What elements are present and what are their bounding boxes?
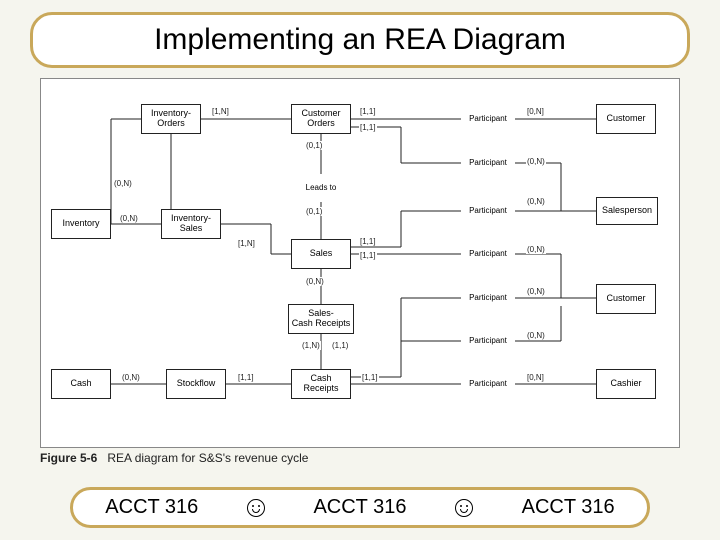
cardinality-label: [1,1]	[359, 107, 377, 116]
cardinality-label: [0,N]	[526, 373, 545, 382]
relationship-participant2: Participant	[461, 149, 515, 177]
title-bar: Implementing an REA Diagram	[30, 12, 690, 68]
entity-customer: Customer	[596, 104, 656, 134]
entity-inventory-sales: Inventory- Sales	[161, 209, 221, 239]
footer-text-1: ACCT 316	[105, 496, 198, 519]
entity-cash: Cash	[51, 369, 111, 399]
cardinality-label: (0,N)	[305, 277, 325, 286]
cardinality-label: [1,1]	[359, 123, 377, 132]
cardinality-label: (0,N)	[119, 214, 139, 223]
cardinality-label: (1,N)	[301, 341, 321, 350]
entity-sales: Sales	[291, 239, 351, 269]
edge-layer	[41, 79, 681, 449]
smiley-icon	[247, 499, 265, 517]
cardinality-label: [1,1]	[359, 251, 377, 260]
rea-diagram: Inventory- Orders Customer Orders Inventor…	[40, 78, 680, 448]
cardinality-label: [1,1]	[361, 373, 379, 382]
entity-sales-cash-receipts: Sales- Cash Receipts	[288, 304, 354, 334]
relationship-participant7: Participant	[461, 370, 515, 398]
cardinality-label: [1,1]	[359, 237, 377, 246]
cardinality-label: (0,1)	[305, 141, 323, 150]
cardinality-label: (0,N)	[113, 179, 133, 188]
cardinality-label: (0,N)	[526, 157, 546, 166]
page-title: Implementing an REA Diagram	[49, 23, 671, 57]
cardinality-label: (0,N)	[526, 197, 546, 206]
cardinality-label: (0,N)	[526, 287, 546, 296]
entity-inventory: Inventory	[51, 209, 111, 239]
cardinality-label: [1,N]	[237, 239, 256, 248]
cardinality-label: [1,N]	[211, 107, 230, 116]
relationship-participant3: Participant	[461, 197, 515, 225]
relationship-participant4: Participant	[461, 240, 515, 268]
smiley-icon	[455, 499, 473, 517]
entity-customer-orders: Customer Orders	[291, 104, 351, 134]
entity-salesperson: Salesperson	[596, 197, 658, 225]
cardinality-label: (0,N)	[526, 331, 546, 340]
relationship-participant5: Participant	[461, 284, 515, 312]
relationship-participant6: Participant	[461, 327, 515, 355]
figure-text: REA diagram for S&S's revenue cycle	[107, 451, 308, 465]
relationship-participant1: Participant	[461, 105, 515, 133]
entity-stockflow: Stockflow	[166, 369, 226, 399]
cardinality-label: (1,1)	[331, 341, 349, 350]
footer-text-3: ACCT 316	[522, 496, 615, 519]
entity-cash-receipts: Cash Receipts	[291, 369, 351, 399]
entity-cashier: Cashier	[596, 369, 656, 399]
entity-inventory-orders: Inventory- Orders	[141, 104, 201, 134]
cardinality-label: [1,1]	[237, 373, 255, 382]
footer-bar: ACCT 316 ACCT 316 ACCT 316	[70, 487, 650, 528]
relationship-leads-to: Leads to	[294, 174, 348, 202]
cardinality-label: (0,N)	[526, 245, 546, 254]
entity-customer2: Customer	[596, 284, 656, 314]
cardinality-label: (0,N)	[121, 373, 141, 382]
figure-number: Figure 5-6	[40, 451, 97, 465]
figure-caption: Figure 5-6 REA diagram for S&S's revenue…	[40, 451, 308, 465]
cardinality-label: (0,1)	[305, 207, 323, 216]
footer-text-2: ACCT 316	[313, 496, 406, 519]
cardinality-label: [0,N]	[526, 107, 545, 116]
